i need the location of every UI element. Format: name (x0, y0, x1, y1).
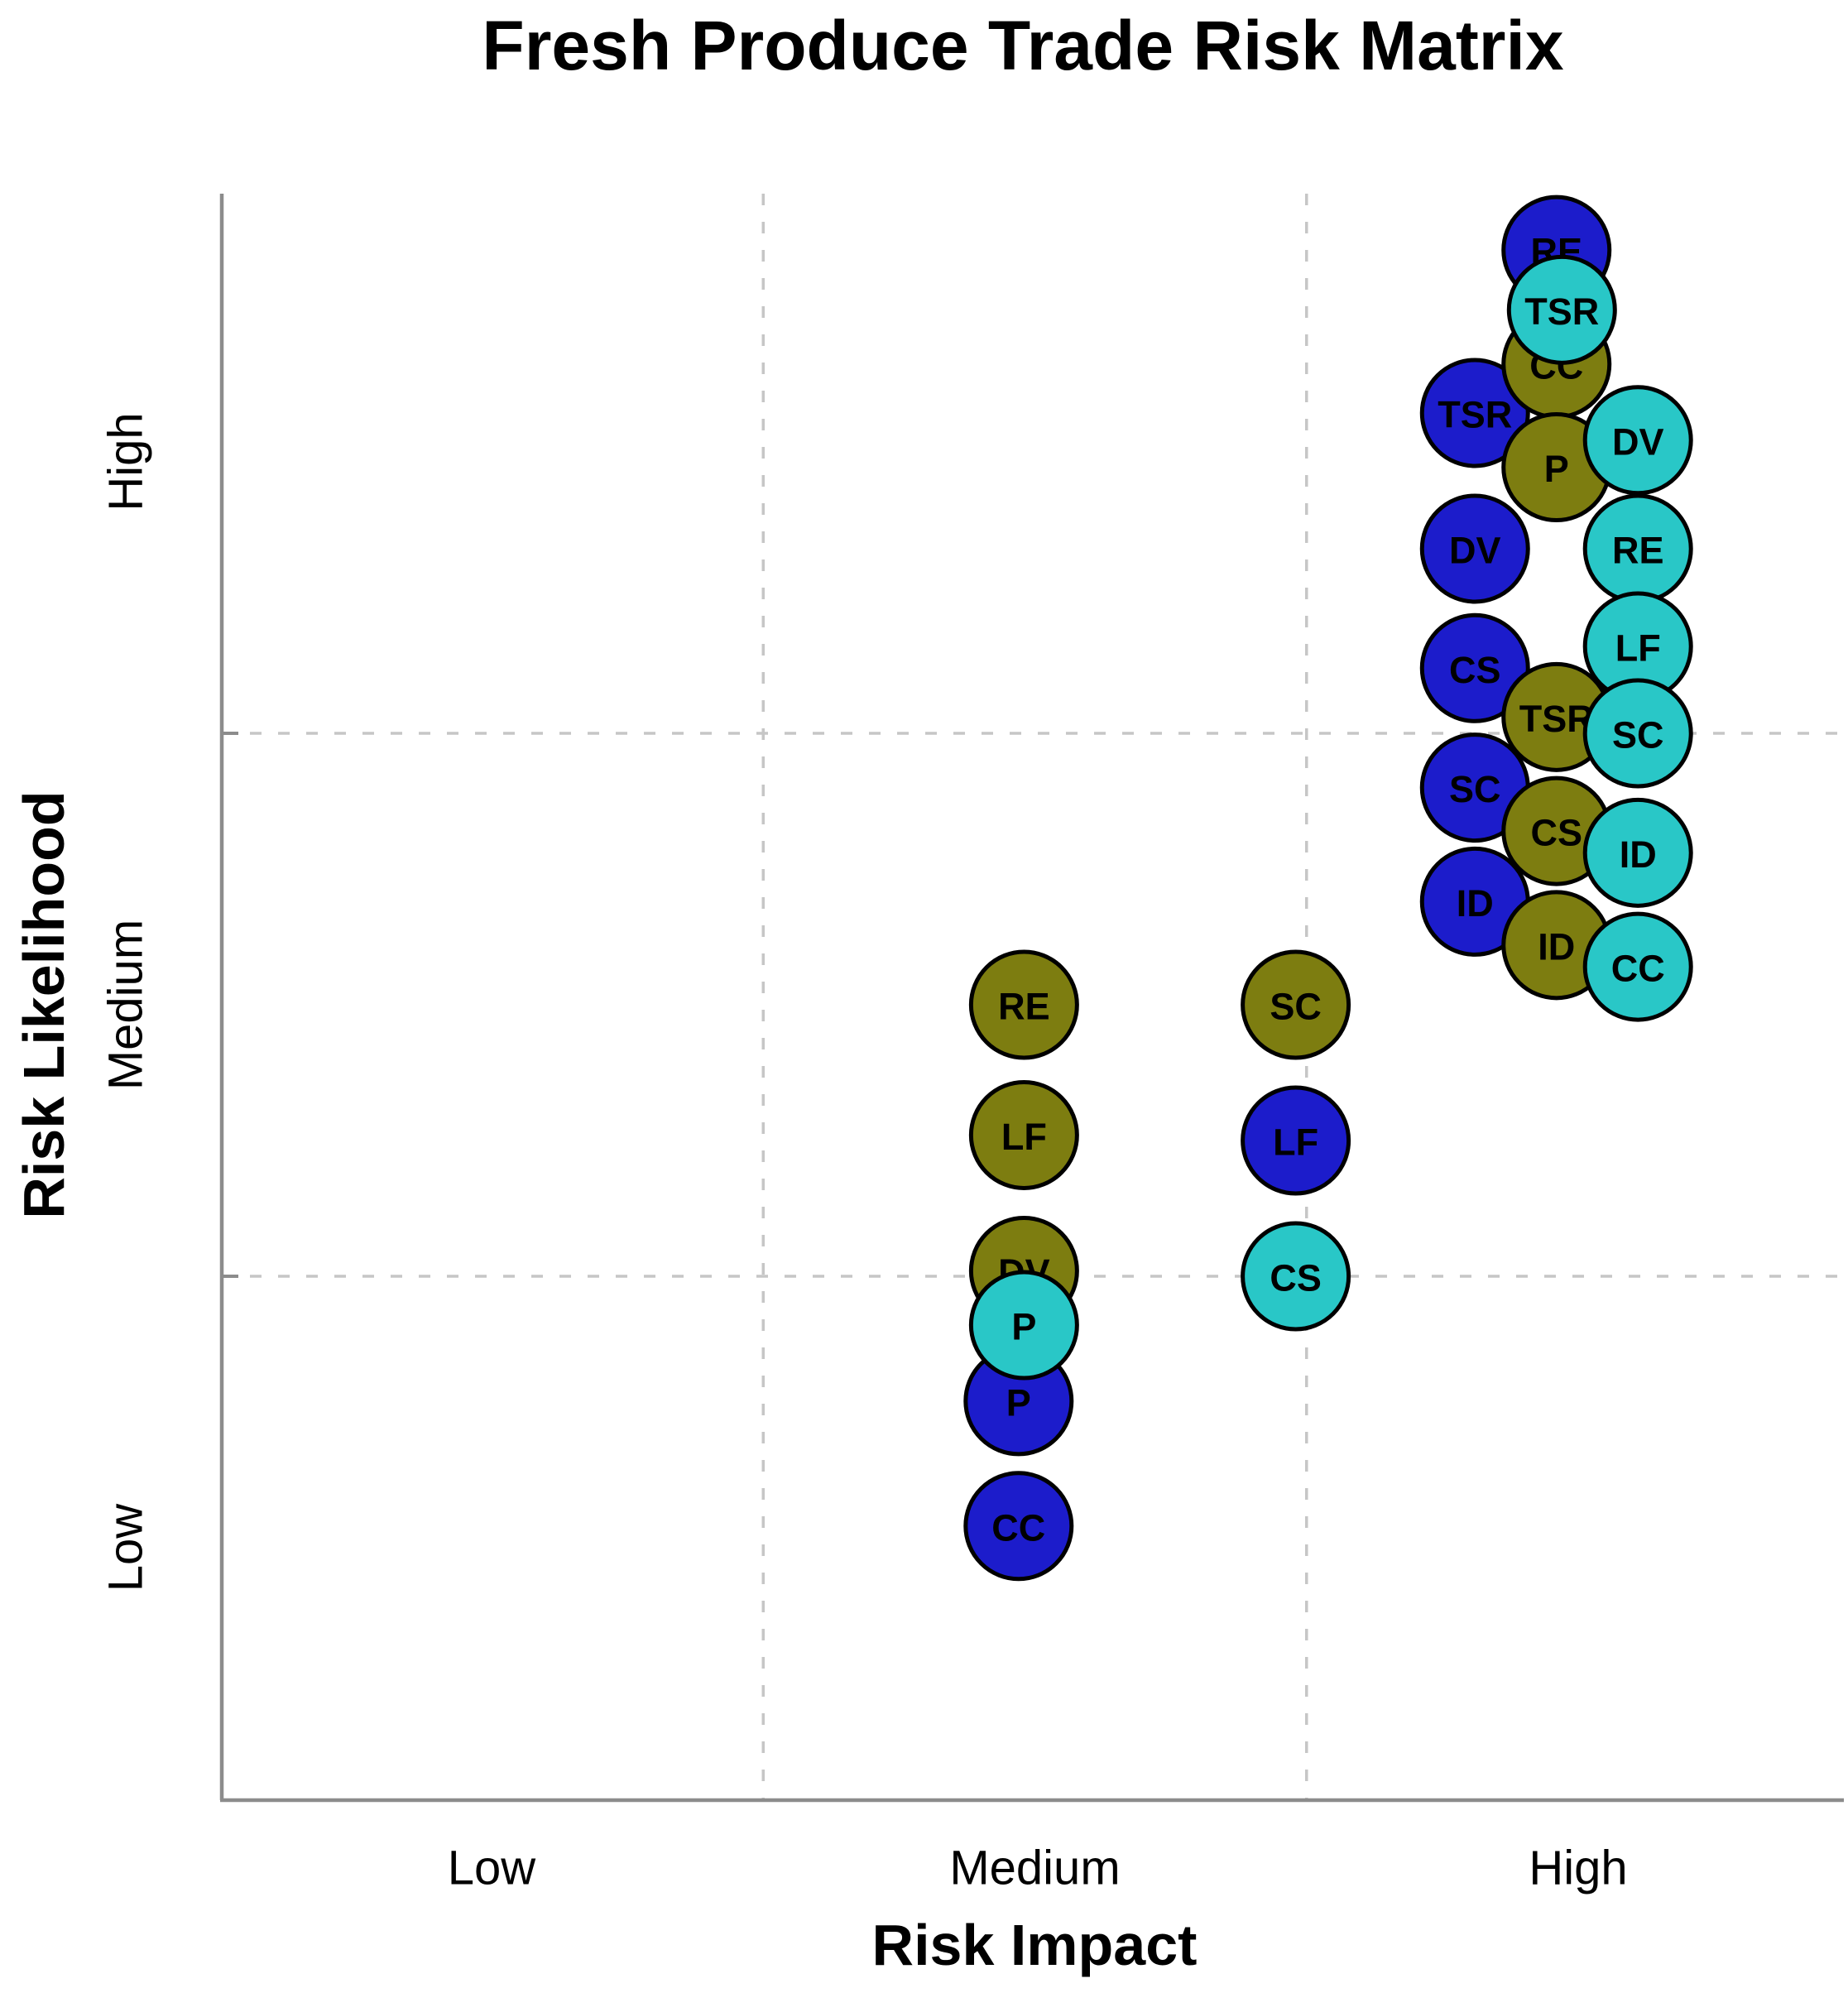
y-tick-marks (222, 732, 238, 1278)
bubble-label: TSR (1524, 291, 1599, 333)
axes (219, 194, 1844, 1803)
bubble-circle (968, 949, 1079, 1060)
bubble-blue-cc: CC (963, 1471, 1074, 1582)
bubble-circle (963, 1471, 1074, 1582)
bubble-olive-sc: SC (1241, 949, 1351, 1060)
bubble-olive-id: ID (1501, 890, 1612, 1001)
bubble-label: P (1011, 1306, 1036, 1348)
bubble-label: DV (1449, 529, 1501, 571)
bubble-circle (1582, 678, 1693, 789)
bubble-olive-re: RE (968, 949, 1079, 1060)
bubble-label: LF (1615, 627, 1661, 670)
bubble-blue-dv: DV (1419, 493, 1530, 604)
bubble-circle (1582, 385, 1693, 496)
x-tick-label-high: High (1529, 1842, 1627, 1895)
bubble-label: P (1006, 1381, 1031, 1424)
bubble-circle (1241, 949, 1351, 1060)
bubble-label: RE (998, 986, 1050, 1028)
bubble-label: P (1544, 448, 1569, 490)
bubble-teal-lf: LF (1582, 591, 1693, 702)
bubble-circle (1582, 911, 1693, 1022)
bubble-blue-tsr: TSR (1419, 358, 1530, 468)
bubble-label: SC (1270, 986, 1322, 1028)
bubble-label: TSR (1519, 698, 1594, 740)
bubble-label: LF (1001, 1116, 1047, 1158)
x-tick-label-medium: Medium (949, 1842, 1120, 1895)
bubble-teal-id: ID (1582, 797, 1693, 908)
bubble-label: CS (1449, 649, 1501, 691)
y-tick-label-medium: Medium (99, 920, 153, 1090)
bubble-teal-dv: DV (1582, 385, 1693, 496)
series-blue: RE TSR DV CS SC ID LF P CC (963, 194, 1612, 1582)
bubble-teal-cs: CS (1241, 1221, 1351, 1332)
bubble-olive-cs: CS (1501, 776, 1612, 886)
bubble-teal-re: RE (1582, 493, 1693, 604)
bubble-label: ID (1620, 833, 1657, 876)
bubble-circle (1419, 612, 1530, 723)
bubble-blue-lf: LF (1241, 1085, 1351, 1196)
bubble-label: LF (1273, 1121, 1318, 1164)
bubble-label: CS (1530, 812, 1582, 854)
bubble-olive-tsr: TSR (1501, 661, 1612, 772)
bubble-label: SC (1612, 714, 1664, 756)
bubble-teal-tsr: TSR (1506, 254, 1617, 365)
bubble-label: DV (1612, 420, 1664, 463)
bubble-circle (968, 1270, 1079, 1381)
bubble-teal-p: P (968, 1270, 1079, 1381)
bubble-blue-id: ID (1419, 846, 1530, 957)
bubble-circle (1582, 797, 1693, 908)
y-tick-label-high: High (99, 412, 153, 511)
bubble-circle (1419, 493, 1530, 604)
x-tick-label-low: Low (448, 1842, 537, 1895)
y-tick-label-low: Low (99, 1503, 153, 1592)
bubble-olive-lf: LF (968, 1079, 1079, 1190)
series-teal: TSR DV RE LF SC ID CC CS P (968, 254, 1693, 1381)
bubble-circle (1419, 358, 1530, 468)
bubble-teal-sc: SC (1582, 678, 1693, 789)
bubble-label: CC (991, 1506, 1045, 1549)
bubble-blue-sc: SC (1419, 732, 1530, 843)
bubble-teal-cc: CC (1582, 911, 1693, 1022)
x-tick-labels: Low Medium High (448, 1842, 1628, 1895)
y-tick-labels: Low Medium High (99, 412, 153, 1592)
bubbles: RETSRDVCSSCIDLFPCCCCPTSRCSIDRESCLFDVTSRD… (963, 194, 1693, 1582)
bubble-label: RE (1612, 529, 1664, 571)
y-axis-title: Risk Likelihood (12, 790, 76, 1218)
bubble-label: SC (1449, 768, 1501, 810)
bubble-label: CC (1611, 948, 1665, 990)
bubble-label: ID (1457, 882, 1494, 924)
bubble-label: TSR (1438, 393, 1512, 435)
bubble-label: ID (1538, 925, 1575, 968)
bubble-circle (968, 1079, 1079, 1190)
bubble-circle (1241, 1221, 1351, 1332)
bubble-blue-cs: CS (1419, 612, 1530, 723)
chart-title: Fresh Produce Trade Risk Matrix (482, 7, 1563, 84)
bubble-label: CS (1270, 1257, 1322, 1299)
bubble-circle (1241, 1085, 1351, 1196)
bubble-circle (1506, 254, 1617, 365)
x-axis-title: Risk Impact (872, 1913, 1198, 1977)
